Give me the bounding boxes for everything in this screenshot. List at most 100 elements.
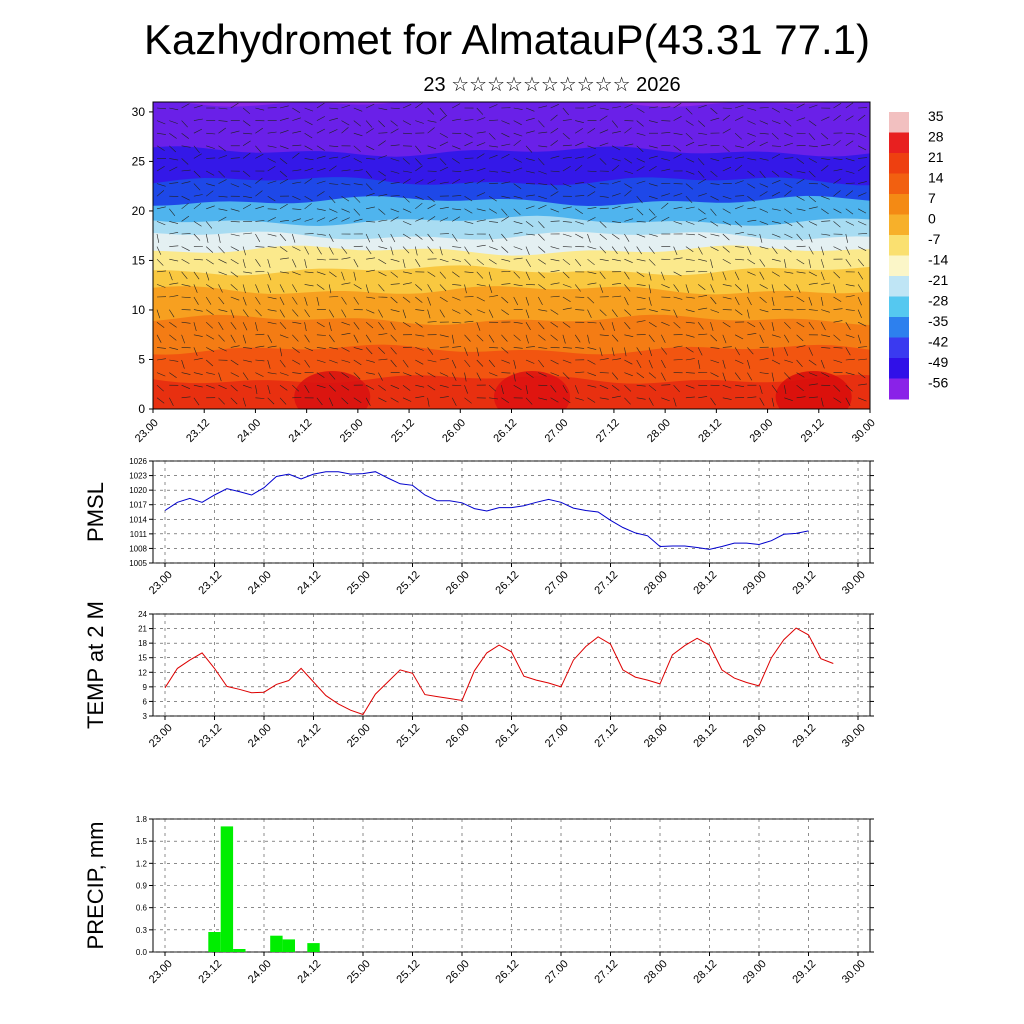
wind-barb	[673, 193, 683, 197]
wind-barb	[821, 372, 830, 377]
wind-barb	[439, 114, 448, 121]
wind-barb	[218, 347, 227, 352]
wind-barb	[402, 321, 411, 328]
wind-barb	[169, 166, 178, 172]
wind-barb	[329, 359, 338, 364]
y-axis-title: PMSL	[83, 482, 108, 542]
wind-barb	[193, 118, 203, 121]
wind-barb	[599, 384, 609, 389]
wind-barb	[698, 144, 708, 147]
wind-barb	[771, 322, 775, 332]
wind-barb	[230, 130, 240, 134]
wind-barb	[255, 127, 263, 134]
wind-barb	[661, 359, 666, 369]
wind-barb	[402, 296, 411, 303]
wind-barb	[316, 334, 326, 336]
wind-barb	[366, 359, 375, 363]
wind-barb	[771, 120, 781, 124]
wind-barb	[304, 178, 313, 184]
wind-barb	[648, 384, 657, 392]
wind-barb	[562, 156, 572, 159]
wind-barb	[206, 258, 214, 265]
wind-barb	[575, 195, 585, 197]
wind-barb	[833, 308, 843, 310]
wind-barb	[587, 154, 596, 159]
wind-barb	[648, 271, 652, 281]
wind-barb	[193, 221, 202, 227]
wind-barb	[525, 205, 535, 210]
wind-barb	[242, 284, 246, 294]
wind-barb	[218, 284, 223, 293]
wind-barb	[661, 271, 665, 281]
wind-barb	[390, 334, 398, 342]
wind-barb	[427, 195, 435, 203]
wind-barb	[378, 208, 386, 215]
wind-barb	[464, 141, 473, 147]
wind-barb	[390, 384, 400, 389]
wind-barb	[599, 107, 609, 110]
wind-barb	[636, 258, 646, 262]
wind-barb	[722, 372, 726, 382]
wind-barb	[821, 183, 830, 189]
wind-barb	[488, 195, 497, 202]
wind-barb	[587, 347, 597, 350]
wind-barb	[243, 271, 253, 274]
wind-barb	[341, 217, 350, 222]
wind-barb	[488, 246, 498, 250]
wind-barb	[550, 128, 559, 134]
wind-barb	[501, 397, 510, 404]
wind-barb	[329, 165, 337, 172]
wind-barb	[464, 309, 472, 316]
wind-barb	[292, 384, 300, 392]
x-tick-label: 28.00	[645, 417, 673, 445]
wind-barb	[488, 154, 498, 159]
wind-barb	[710, 296, 717, 305]
x-tick-label: 27.12	[592, 958, 620, 986]
wind-barb	[759, 233, 763, 243]
wind-barb	[698, 217, 707, 222]
wind-barb	[242, 296, 247, 306]
wind-barb	[292, 107, 301, 113]
wind-barb	[808, 359, 817, 366]
wind-barb	[279, 203, 288, 210]
wind-barb	[292, 130, 302, 134]
x-tick-label: 23.00	[147, 722, 175, 750]
wind-barb	[427, 347, 434, 355]
wind-barb	[304, 246, 310, 255]
wind-barb	[857, 192, 867, 197]
wind-barb	[759, 246, 769, 250]
wind-barb	[242, 107, 251, 115]
wind-barb	[501, 208, 508, 216]
x-tick-label: 28.12	[696, 417, 724, 445]
wind-barb	[821, 116, 830, 121]
wind-barb	[624, 218, 634, 222]
wind-barb	[858, 383, 868, 386]
wind-barb	[402, 221, 412, 226]
wind-barb	[710, 372, 719, 377]
wind-barb	[452, 103, 461, 109]
wind-barb	[833, 320, 843, 323]
wind-barb	[771, 221, 781, 224]
wind-barb	[636, 347, 642, 356]
wind-barb	[292, 144, 302, 147]
wind-barb	[169, 334, 177, 341]
wind-barb	[193, 322, 197, 331]
wind-barb	[353, 284, 362, 290]
wind-barb	[833, 384, 841, 392]
wind-barb	[476, 192, 486, 197]
wind-barb	[267, 246, 277, 248]
wind-barb	[242, 183, 252, 188]
wind-barb	[845, 259, 852, 267]
wind-barb	[476, 334, 484, 342]
wind-barb	[673, 284, 680, 292]
wind-barb	[771, 170, 780, 177]
wind-barb	[353, 296, 359, 305]
wind-barb	[759, 183, 769, 188]
wind-barb	[734, 284, 742, 291]
wind-barb	[771, 372, 775, 382]
wind-barb	[193, 203, 202, 210]
wind-barb	[156, 132, 166, 135]
wind-barb	[833, 246, 842, 251]
wind-barb	[685, 296, 695, 299]
wind-barb	[488, 284, 493, 293]
